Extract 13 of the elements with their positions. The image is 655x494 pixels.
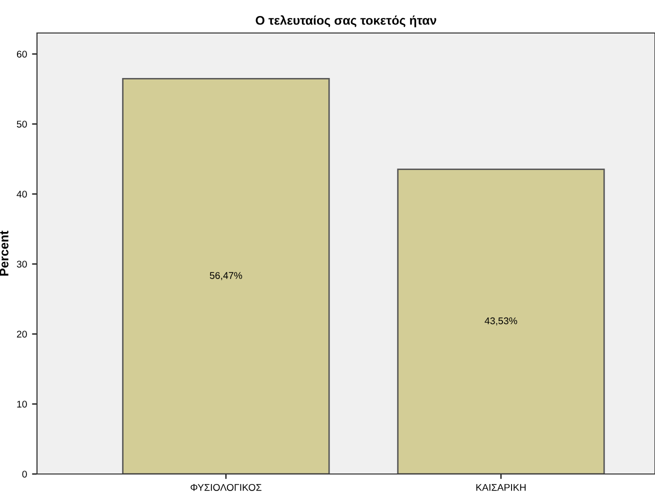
data-label: 56,47% bbox=[210, 272, 242, 280]
y-tick-label: 60 bbox=[16, 50, 27, 58]
y-tick-label: 20 bbox=[16, 330, 27, 338]
y-tick-label: 0 bbox=[22, 470, 27, 478]
y-tick-label: 40 bbox=[16, 190, 27, 198]
data-label: 43,53% bbox=[484, 317, 518, 326]
y-axis-title: Percent bbox=[0, 230, 8, 276]
x-tick-label: ΦΥΣΙΟΛΟΓΙΚΟΣ bbox=[190, 484, 262, 491]
y-tick-label: 10 bbox=[17, 400, 27, 408]
y-tick-label: 30 bbox=[16, 260, 27, 268]
y-tick-label: 50 bbox=[16, 120, 27, 128]
x-tick-label: ΚΑΙΣΑΡΙΚΗ bbox=[476, 484, 526, 491]
chart-title: Ο τελευταίος σας τοκετός ήταν bbox=[256, 15, 436, 28]
